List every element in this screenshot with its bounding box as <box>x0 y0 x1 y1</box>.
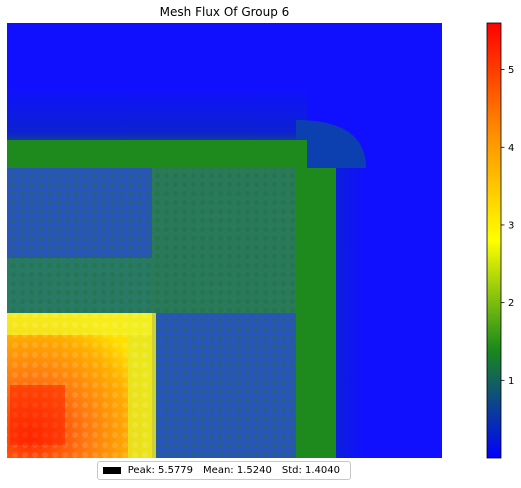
colorbar-tick-label: 3 <box>508 220 514 231</box>
legend-swatch <box>103 467 121 474</box>
stats-legend: Peak: 5.5779 Mean: 1.5240 Std: 1.4040 <box>97 461 351 480</box>
legend-peak: Peak: 5.5779 <box>127 465 194 476</box>
legend-std: Std: 1.4040 <box>281 465 340 476</box>
colorbar-tick-label: 1 <box>508 376 514 387</box>
colorbar-fill <box>486 22 502 459</box>
chart-title: Mesh Flux Of Group 6 <box>159 5 290 19</box>
heatmap-field <box>7 23 442 458</box>
region-core-peak <box>10 385 65 445</box>
colorbar-tick-label: 5 <box>508 65 514 76</box>
colorbar-tick-label: 2 <box>508 298 514 309</box>
colorbar-tick-label: 4 <box>508 143 514 154</box>
colorbar-ticks: 1 2 3 4 5 <box>501 65 514 387</box>
region-reflector-corner <box>296 120 366 168</box>
region-reflector-strip-top <box>7 140 307 168</box>
legend-mean: Mean: 1.5240 <box>203 465 272 476</box>
colorbar: 1 2 3 4 5 <box>486 22 514 459</box>
region-reflector-strip-right <box>296 168 336 458</box>
